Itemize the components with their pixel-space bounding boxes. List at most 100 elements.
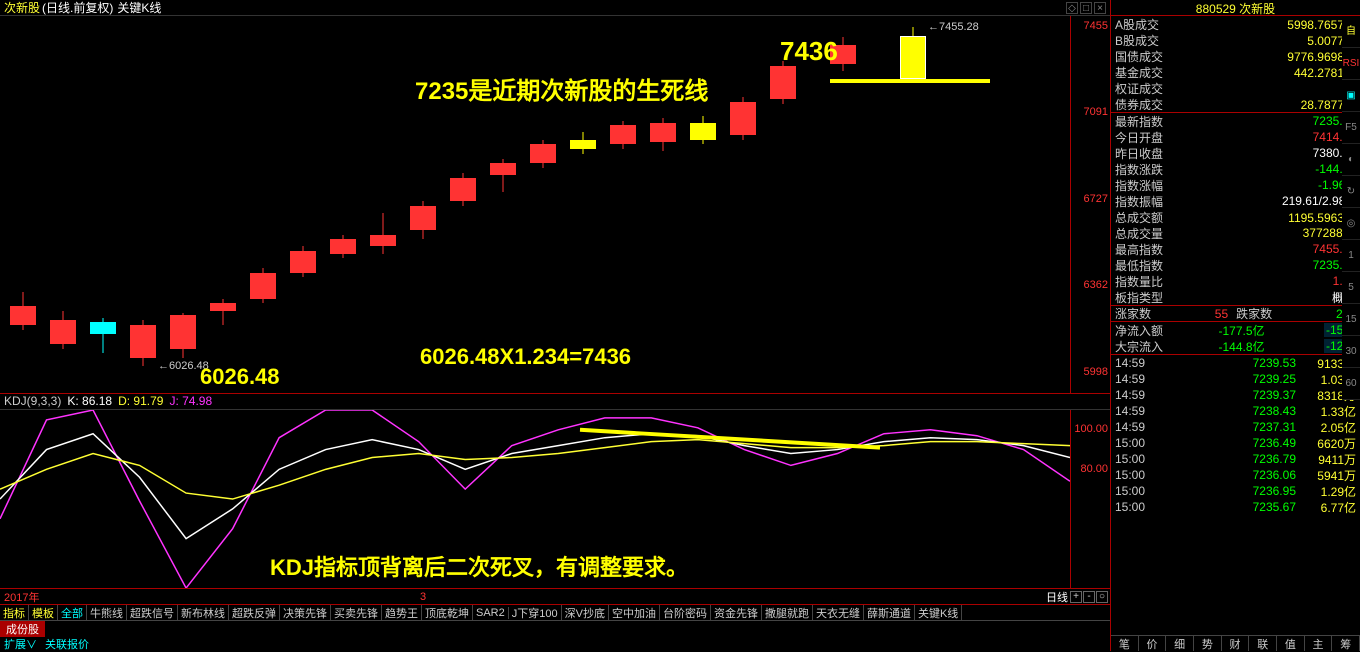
indicator-tab[interactable]: 空中加油 (609, 605, 660, 621)
toolbar-icon[interactable]: ◎ (1342, 208, 1360, 240)
indicator-tab[interactable]: 资金先锋 (711, 605, 762, 621)
indicator-tab[interactable]: 超跌反弹 (229, 605, 280, 621)
candle (90, 16, 116, 396)
info-row: 基金成交442.2781亿 (1111, 64, 1360, 80)
kdj-y-tick: 100.00 (1074, 423, 1108, 435)
related-quote-button[interactable]: 关联报价 (41, 636, 93, 652)
toolbar-icon[interactable]: ◐ (1342, 144, 1360, 176)
info-value: -144.8亿 (1218, 338, 1264, 355)
info-label: 今日开盘 (1115, 129, 1163, 146)
info-label: A股成交 (1115, 16, 1159, 33)
indicator-tab[interactable]: 全部 (58, 605, 87, 621)
side-toolbar: 自RSI▣F5◐↻◎15153060 (1342, 16, 1360, 400)
indicator-tab[interactable]: 买卖先锋 (331, 605, 382, 621)
indicator-tab[interactable]: J下穿100 (509, 605, 562, 621)
candle (900, 16, 926, 396)
y-tick: 6362 (1084, 279, 1108, 291)
year-label: 2017年 (4, 589, 39, 605)
indicator-tab[interactable]: 台阶密码 (660, 605, 711, 621)
info-row: 指数涨幅-1.96% (1111, 177, 1360, 193)
indicator-tab[interactable]: SAR2 (473, 607, 509, 619)
toolbar-icon[interactable]: RSI (1342, 48, 1360, 80)
toolbar-icon[interactable]: 15 (1342, 304, 1360, 336)
candlestick-chart[interactable]: ←6026.48←7455.2874367235是近期次新股的生死线6026.4… (0, 16, 1110, 394)
indicator-tab[interactable]: 超跌信号 (127, 605, 178, 621)
panel-tab[interactable]: 主 (1305, 636, 1333, 651)
indicator-tab[interactable]: 深V抄底 (562, 605, 609, 621)
panel-title: 880529 次新股 (1111, 0, 1360, 16)
panel-tab[interactable]: 值 (1277, 636, 1305, 651)
chart-annotation: 6026.48X1.234=7436 (420, 344, 631, 370)
toolbar-icon[interactable]: 5 (1342, 272, 1360, 304)
indicator-tab[interactable]: 薛斯通道 (864, 605, 915, 621)
toolbar-icon[interactable]: ↻ (1342, 176, 1360, 208)
info-label: 指数量比 (1115, 273, 1163, 290)
indicator-tab[interactable]: 决策先锋 (280, 605, 331, 621)
toolbar-icon[interactable]: F5 (1342, 112, 1360, 144)
indicator-tab[interactable]: 趋势王 (382, 605, 422, 621)
panel-tab[interactable]: 联 (1249, 636, 1277, 651)
indicator-tab[interactable]: 新布林线 (178, 605, 229, 621)
info-label: 最低指数 (1115, 257, 1163, 274)
info-label: 昨日收盘 (1115, 145, 1163, 162)
high-label: ←7455.28 (928, 21, 979, 33)
info-label: 最高指数 (1115, 241, 1163, 258)
reset-icon[interactable]: ○ (1096, 591, 1108, 603)
kdj-k: K: 86.18 (67, 394, 112, 408)
trade-row: 15:007236.496620万 (1111, 435, 1360, 451)
period-label: 日线 (1046, 589, 1068, 605)
toolbar-icon[interactable]: 60 (1342, 368, 1360, 400)
maximize-icon[interactable]: □ (1080, 2, 1092, 14)
indicator-tab[interactable]: 撒腿就跑 (762, 605, 813, 621)
indicator-tab[interactable]: 指标 (0, 605, 29, 621)
indicator-tab[interactable]: 顶底乾坤 (422, 605, 473, 621)
panel-tab[interactable]: 细 (1166, 636, 1194, 651)
info-row: 指数振幅219.61/2.98% (1111, 193, 1360, 209)
indicator-tab[interactable]: 天衣无缝 (813, 605, 864, 621)
info-label: 指数振幅 (1115, 193, 1163, 210)
panel-tab[interactable]: 势 (1194, 636, 1222, 651)
info-row: 昨日收盘7380.07 (1111, 145, 1360, 161)
indicator-tab[interactable]: 牛熊线 (87, 605, 127, 621)
panel-tab[interactable]: 筹 (1332, 636, 1360, 651)
candle (770, 16, 796, 396)
info-row: 总成交量37728804 (1111, 225, 1360, 241)
info-row: 国债成交9776.9698亿 (1111, 48, 1360, 64)
trade-row: 14:597239.378318万 (1111, 387, 1360, 403)
info-row: 指数涨跌-144.40 (1111, 161, 1360, 177)
trade-row: 15:007236.799411万 (1111, 451, 1360, 467)
close-icon[interactable]: × (1094, 2, 1106, 14)
kdj-chart[interactable]: KDJ指标顶背离后二次死叉，有调整要求。 100.0080.00 (0, 410, 1110, 589)
up-count-label: 涨家数 (1115, 305, 1151, 322)
indicator-tab[interactable]: 关键K线 (915, 605, 962, 621)
toolbar-icon[interactable]: 30 (1342, 336, 1360, 368)
info-label: 最新指数 (1115, 113, 1163, 130)
panel-tab[interactable]: 价 (1139, 636, 1167, 651)
diamond-icon[interactable]: ◇ (1066, 2, 1078, 14)
candle (170, 16, 196, 396)
down-count-label: 跌家数 (1236, 305, 1272, 322)
components-button[interactable]: 成份股 (0, 621, 45, 637)
view-name: 关键K线 (117, 0, 161, 16)
indicator-tab[interactable]: 模板 (29, 605, 58, 621)
info-row: B股成交5.0077亿 (1111, 32, 1360, 48)
kdj-header: KDJ(9,3,3) K: 86.18 D: 91.79 J: 74.98 (0, 394, 1110, 410)
info-label: 总成交额 (1115, 209, 1163, 226)
info-label: 基金成交 (1115, 64, 1163, 81)
zoom-in-icon[interactable]: + (1070, 591, 1082, 603)
zoom-out-icon[interactable]: - (1083, 591, 1095, 603)
panel-tab[interactable]: 财 (1222, 636, 1250, 651)
info-row: 板指类型概念 (1111, 289, 1360, 305)
zoom-controls: + - ○ (1070, 591, 1108, 603)
toolbar-icon[interactable]: ▣ (1342, 80, 1360, 112)
window-controls: ◇ □ × (1066, 2, 1106, 14)
candle (330, 16, 356, 396)
extend-button[interactable]: 扩展∨ (0, 636, 41, 652)
toolbar-icon[interactable]: 1 (1342, 240, 1360, 272)
period: (日线.前复权) (42, 0, 113, 16)
panel-tab[interactable]: 笔 (1111, 636, 1139, 651)
toolbar-icon[interactable]: 自 (1342, 16, 1360, 48)
y-tick: 7455 (1084, 20, 1108, 32)
info-label: 总成交量 (1115, 225, 1163, 242)
time-axis: 2017年 3 日线 + - ○ (0, 589, 1110, 605)
